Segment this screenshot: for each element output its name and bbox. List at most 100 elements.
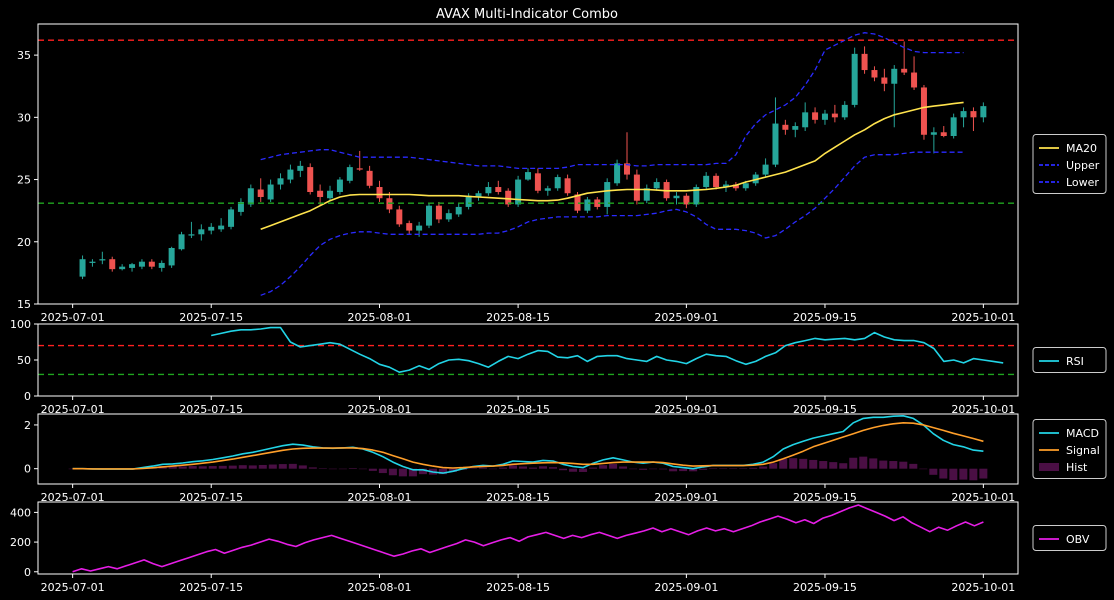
macd-hist-bar [388,468,397,476]
candle-body [970,111,977,118]
x-tick-label: 2025-08-15 [486,491,550,504]
candle-body [505,190,512,205]
y-tick-label: 0 [24,463,31,476]
x-tick-label: 2025-09-01 [654,491,718,504]
candle-body [911,72,918,88]
macd-hist-bar [318,468,327,469]
candle-body [515,179,522,205]
rsi-plot-frame [37,323,1019,397]
candle-body [861,53,868,71]
y-tick-label: 0 [24,390,31,403]
candle-body [455,206,462,215]
macd-hist-bar [328,468,337,470]
candle-body [406,223,413,231]
x-tick-label: 2025-10-01 [951,403,1015,416]
macd-hist-bar [478,467,487,469]
candle-body [208,226,215,231]
macd-hist-bar [929,468,938,475]
x-tick-label: 2025-08-15 [486,403,550,416]
candle-body [297,165,304,171]
macd-hist-bar [398,468,407,477]
macd-hist-bar [278,464,287,469]
price-plot-frame [37,23,1019,305]
candle-body [812,112,819,120]
y-tick-label: 200 [10,536,31,549]
y-tick-label: 0 [24,566,31,579]
x-tick-label: 2025-07-01 [41,311,105,324]
macd-hist-bar [348,468,357,469]
macd-hist-bar [378,468,387,474]
macd-hist-bar [839,463,848,469]
candle-body [396,209,403,225]
y-tick-label: 15 [17,298,31,311]
macd-hist-bar [899,461,908,469]
candle-body [564,178,571,194]
macd-hist-bar [178,466,187,469]
legend-label: MACD [1066,427,1099,440]
x-tick-label: 2025-07-15 [179,581,243,594]
macd-hist-bar [879,460,888,469]
x-tick-label: 2025-08-15 [486,581,550,594]
macd-hist-bar [969,468,978,481]
candle-body [544,188,551,191]
y-tick-label: 50 [17,354,31,367]
candle-body [920,87,927,135]
macd-hist-bar [869,458,878,469]
candle-body [445,213,452,220]
obv-line [72,504,984,573]
candle-body [495,187,502,192]
candle-body [722,184,729,188]
candle-body [653,182,660,189]
y-tick-label: 35 [17,49,31,62]
candle-body [762,164,769,175]
macd-hist-bar [629,468,638,470]
x-tick-label: 2025-09-01 [654,403,718,416]
x-tick-label: 2025-09-15 [793,311,857,324]
macd-hist-bar [599,465,608,469]
candle-body [178,234,185,250]
x-tick-label: 2025-07-01 [41,403,105,416]
candle-body [168,248,175,266]
x-tick-label: 2025-09-15 [793,581,857,594]
candle-body [356,168,363,170]
candle-body [307,167,314,192]
macd-hist-bar [418,468,427,475]
candle-body [198,229,205,235]
macd-hist-bar [939,468,948,479]
macd-hist-bar [539,466,548,469]
macd-hist-bar [368,468,377,471]
macd-hist-bar [979,468,988,479]
candle-body [525,172,531,180]
macd-hist-bar [739,468,748,469]
candle-body [594,199,601,207]
x-tick-label: 2025-08-15 [486,311,550,324]
x-tick-label: 2025-07-15 [179,491,243,504]
candle-body [623,163,630,175]
candle-body [782,124,789,130]
macd-hist-bar [859,456,868,469]
candle-body [713,175,720,188]
legend-label: RSI [1066,355,1084,368]
candle-body [534,173,541,191]
candle-body [129,264,136,268]
chart-title: AVAX Multi-Indicator Combo [436,7,618,22]
macd-hist-bar [809,459,818,469]
candle-body [614,163,621,184]
macd-hist-bar [789,458,798,469]
x-tick-label: 2025-08-01 [348,581,412,594]
candle-body [871,70,878,78]
candle-body [693,187,700,205]
y-tick-label: 100 [10,318,31,331]
macd-hist-bar [268,464,277,469]
candle-body [554,177,561,189]
legend-label: Hist [1066,461,1088,474]
y-tick-label: 25 [17,174,31,187]
y-tick-label: 30 [17,111,31,124]
macd-hist-bar [298,465,307,469]
macd-hist-bar [959,468,968,480]
candle-body [703,175,710,188]
macd-hist-bar [559,468,568,471]
macd-hist-bar [659,468,668,470]
